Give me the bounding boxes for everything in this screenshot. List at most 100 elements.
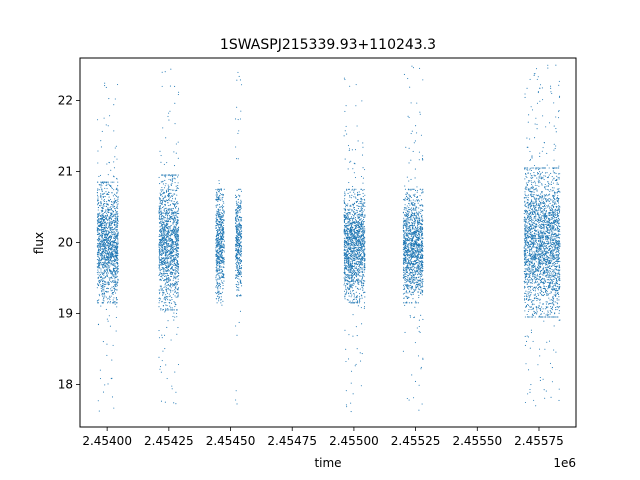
data-point (114, 218, 116, 220)
data-point (160, 189, 162, 191)
data-point (113, 104, 115, 106)
data-point (106, 193, 108, 195)
data-point (99, 378, 102, 380)
data-point (97, 204, 99, 206)
data-point (347, 225, 349, 227)
data-point (165, 275, 167, 277)
data-point (97, 215, 99, 217)
data-point (117, 203, 119, 205)
data-point (215, 225, 217, 227)
data-point (364, 216, 366, 218)
data-point (240, 228, 242, 230)
data-point (346, 275, 348, 277)
data-point (103, 241, 105, 243)
data-point (236, 284, 238, 286)
data-point (166, 258, 168, 260)
data-point (101, 214, 103, 216)
data-point (103, 294, 105, 296)
data-point (110, 378, 112, 380)
data-point (113, 222, 116, 224)
data-point (164, 348, 166, 350)
data-point (161, 236, 163, 238)
data-point (174, 226, 177, 228)
data-point (96, 231, 99, 233)
data-point (106, 203, 108, 205)
data-point (164, 229, 166, 232)
data-point (115, 256, 117, 258)
data-point (357, 263, 359, 266)
data-point (220, 219, 222, 222)
data-point (168, 195, 170, 197)
data-point (348, 267, 350, 269)
data-point (175, 228, 177, 231)
data-point (235, 274, 237, 276)
data-point (161, 237, 164, 239)
data-point (216, 229, 218, 232)
data-point (357, 283, 359, 285)
data-point (217, 208, 219, 210)
data-point (220, 280, 222, 282)
data-point (175, 252, 177, 254)
data-point (174, 282, 176, 284)
data-point (112, 211, 114, 213)
data-point (108, 239, 110, 241)
data-point (236, 196, 238, 198)
data-point (104, 82, 106, 84)
data-point (215, 238, 217, 240)
data-point (161, 202, 163, 204)
data-point (107, 253, 109, 255)
data-point (99, 369, 101, 371)
data-point (360, 208, 362, 210)
data-point (356, 191, 359, 193)
data-point (114, 205, 116, 207)
data-point (236, 207, 238, 209)
data-point (172, 223, 174, 225)
data-point (116, 236, 118, 238)
data-point (101, 196, 103, 198)
data-point (173, 312, 175, 314)
data-point (177, 210, 179, 212)
data-point (101, 198, 103, 200)
data-point (112, 234, 114, 236)
data-point (344, 238, 346, 240)
data-point (101, 279, 103, 281)
data-point (158, 329, 160, 332)
data-point (168, 112, 170, 114)
data-point (96, 239, 98, 241)
data-point (159, 278, 161, 280)
data-point (117, 189, 119, 191)
data-point (172, 264, 174, 266)
data-point (215, 266, 217, 269)
data-point (175, 281, 177, 283)
data-point (101, 262, 103, 264)
data-point (159, 233, 161, 236)
data-point (102, 208, 104, 210)
data-point (171, 388, 173, 390)
data-point (162, 250, 164, 252)
data-point (239, 267, 242, 269)
data-point (107, 287, 109, 290)
data-point (177, 278, 179, 280)
data-point (162, 270, 164, 272)
data-point (172, 208, 174, 210)
data-point (164, 311, 166, 313)
data-point (169, 221, 171, 223)
data-point (98, 204, 101, 207)
data-point (99, 264, 101, 266)
data-point (100, 287, 102, 290)
data-point (113, 214, 115, 216)
data-point (165, 196, 167, 198)
data-point (105, 263, 108, 265)
data-point (112, 204, 114, 206)
data-point (178, 287, 180, 289)
data-point (238, 265, 241, 267)
data-point (101, 222, 103, 225)
data-point (176, 333, 178, 335)
data-point (174, 243, 177, 245)
data-point (171, 250, 173, 252)
data-point (111, 186, 113, 188)
data-point (114, 252, 116, 254)
data-point (238, 257, 240, 260)
data-point (159, 285, 161, 287)
data-point (177, 244, 179, 246)
